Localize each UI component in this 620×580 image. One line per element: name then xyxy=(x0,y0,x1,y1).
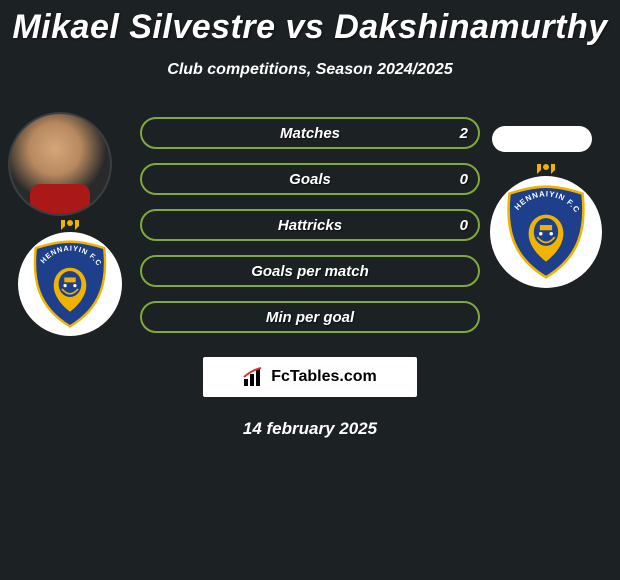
stat-label: Matches xyxy=(280,125,340,142)
stat-value-left: 0 xyxy=(460,217,468,234)
subtitle: Club competitions, Season 2024/2025 xyxy=(0,61,620,79)
club-badge-left: CHENNAIYIN F.C. xyxy=(18,232,122,336)
player-right-pill xyxy=(492,126,592,152)
stat-row: Matches 2 xyxy=(140,117,480,149)
stat-label: Min per goal xyxy=(266,309,354,326)
club-badge-right: CHENNAIYIN F.C. xyxy=(490,176,602,288)
stat-label: Goals per match xyxy=(251,263,369,280)
stat-row: Goals per match xyxy=(140,255,480,287)
player-left-avatar xyxy=(8,112,112,216)
shield-icon: CHENNAIYIN F.C. xyxy=(502,185,590,279)
stat-label: Goals xyxy=(289,171,331,188)
stat-row: Hattricks 0 xyxy=(140,209,480,241)
site-logo: FcTables.com xyxy=(203,357,417,397)
stat-row: Goals 0 xyxy=(140,163,480,195)
stat-value-left: 2 xyxy=(460,125,468,142)
site-name: FcTables.com xyxy=(271,368,377,386)
page-title: Mikael Silvestre vs Dakshinamurthy xyxy=(0,0,620,47)
ribbon-icon xyxy=(533,164,559,178)
stat-row: Min per goal xyxy=(140,301,480,333)
shield-icon: CHENNAIYIN F.C. xyxy=(29,240,111,328)
bars-icon xyxy=(243,367,265,387)
stat-label: Hattricks xyxy=(278,217,342,234)
date-text: 14 february 2025 xyxy=(0,419,620,439)
ribbon-icon xyxy=(57,220,83,234)
stat-value-left: 0 xyxy=(460,171,468,188)
